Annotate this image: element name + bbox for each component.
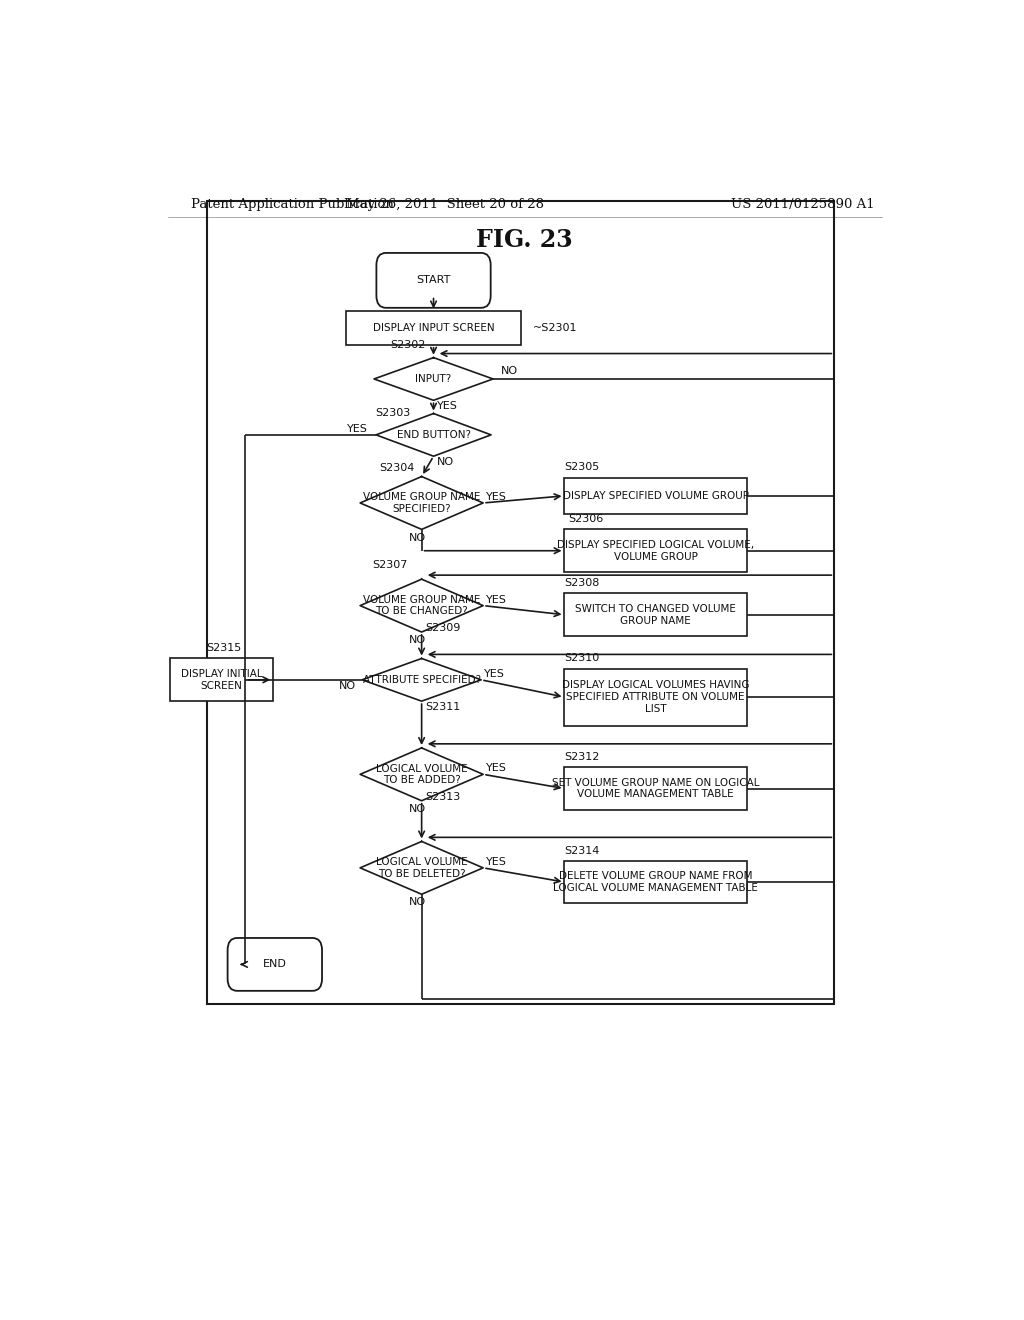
Text: S2314: S2314	[564, 846, 600, 855]
Text: END: END	[263, 960, 287, 969]
Text: YES: YES	[347, 424, 368, 434]
Text: START: START	[417, 276, 451, 285]
Text: S2304: S2304	[379, 463, 415, 474]
Polygon shape	[376, 413, 492, 457]
FancyBboxPatch shape	[227, 939, 322, 991]
Text: S2303: S2303	[376, 408, 411, 417]
Text: YES: YES	[436, 401, 458, 412]
Bar	[564, 478, 748, 515]
Bar	[207, 201, 835, 1005]
Text: YES: YES	[486, 594, 507, 605]
Text: S2305: S2305	[564, 462, 600, 473]
Text: DISPLAY LOGICAL VOLUMES HAVING
SPECIFIED ATTRIBUTE ON VOLUME
LIST: DISPLAY LOGICAL VOLUMES HAVING SPECIFIED…	[562, 681, 750, 714]
Polygon shape	[360, 841, 483, 894]
Text: NO: NO	[410, 635, 426, 645]
Text: Patent Application Publication: Patent Application Publication	[191, 198, 394, 211]
Bar	[564, 529, 748, 572]
Text: DISPLAY INITIAL
SCREEN: DISPLAY INITIAL SCREEN	[181, 669, 262, 690]
Polygon shape	[360, 579, 483, 632]
Text: S2302: S2302	[390, 341, 426, 350]
Text: LOGICAL VOLUME
TO BE DELETED?: LOGICAL VOLUME TO BE DELETED?	[376, 857, 467, 879]
Text: ATTRIBUTE SPECIFIED?: ATTRIBUTE SPECIFIED?	[362, 675, 480, 685]
Polygon shape	[360, 477, 483, 529]
Bar	[346, 312, 521, 345]
Bar	[564, 594, 748, 636]
FancyBboxPatch shape	[377, 253, 490, 308]
Bar	[170, 659, 273, 701]
Text: S2311: S2311	[425, 702, 460, 713]
Text: NO: NO	[410, 804, 426, 814]
Text: S2312: S2312	[564, 752, 600, 762]
Text: LOGICAL VOLUME
TO BE ADDED?: LOGICAL VOLUME TO BE ADDED?	[376, 763, 467, 785]
Bar	[564, 767, 748, 810]
Text: NO: NO	[339, 681, 355, 690]
Text: US 2011/0125890 A1: US 2011/0125890 A1	[731, 198, 874, 211]
Text: S2307: S2307	[372, 560, 408, 570]
Bar	[564, 669, 748, 726]
Bar	[564, 861, 748, 903]
Text: SET VOLUME GROUP NAME ON LOGICAL
VOLUME MANAGEMENT TABLE: SET VOLUME GROUP NAME ON LOGICAL VOLUME …	[552, 777, 760, 800]
Polygon shape	[362, 659, 481, 701]
Text: VOLUME GROUP NAME
TO BE CHANGED?: VOLUME GROUP NAME TO BE CHANGED?	[362, 595, 480, 616]
Text: DISPLAY SPECIFIED LOGICAL VOLUME,
VOLUME GROUP: DISPLAY SPECIFIED LOGICAL VOLUME, VOLUME…	[557, 540, 755, 561]
Text: S2308: S2308	[564, 578, 600, 589]
Text: DISPLAY INPUT SCREEN: DISPLAY INPUT SCREEN	[373, 323, 495, 333]
Text: DELETE VOLUME GROUP NAME FROM
LOGICAL VOLUME MANAGEMENT TABLE: DELETE VOLUME GROUP NAME FROM LOGICAL VO…	[553, 871, 758, 892]
Text: FIG. 23: FIG. 23	[476, 228, 573, 252]
Polygon shape	[360, 748, 483, 801]
Text: NO: NO	[436, 457, 454, 467]
Text: S2310: S2310	[564, 653, 600, 664]
Text: May 26, 2011  Sheet 20 of 28: May 26, 2011 Sheet 20 of 28	[346, 198, 545, 211]
Text: YES: YES	[484, 669, 505, 678]
Polygon shape	[374, 358, 494, 400]
Text: DISPLAY SPECIFIED VOLUME GROUP: DISPLAY SPECIFIED VOLUME GROUP	[563, 491, 749, 500]
Text: YES: YES	[486, 492, 507, 502]
Text: S2313: S2313	[426, 792, 461, 801]
Text: S2306: S2306	[568, 515, 604, 524]
Text: S2315: S2315	[206, 643, 242, 653]
Text: NO: NO	[501, 366, 518, 376]
Text: NO: NO	[410, 898, 426, 907]
Text: INPUT?: INPUT?	[416, 374, 452, 384]
Text: YES: YES	[486, 857, 507, 867]
Text: END BUTTON?: END BUTTON?	[396, 430, 471, 440]
Text: S2309: S2309	[426, 623, 461, 634]
Text: NO: NO	[410, 532, 426, 543]
Text: VOLUME GROUP NAME
SPECIFIED?: VOLUME GROUP NAME SPECIFIED?	[362, 492, 480, 513]
Text: SWITCH TO CHANGED VOLUME
GROUP NAME: SWITCH TO CHANGED VOLUME GROUP NAME	[575, 605, 736, 626]
Text: YES: YES	[486, 763, 507, 774]
Text: ~S2301: ~S2301	[532, 323, 578, 333]
